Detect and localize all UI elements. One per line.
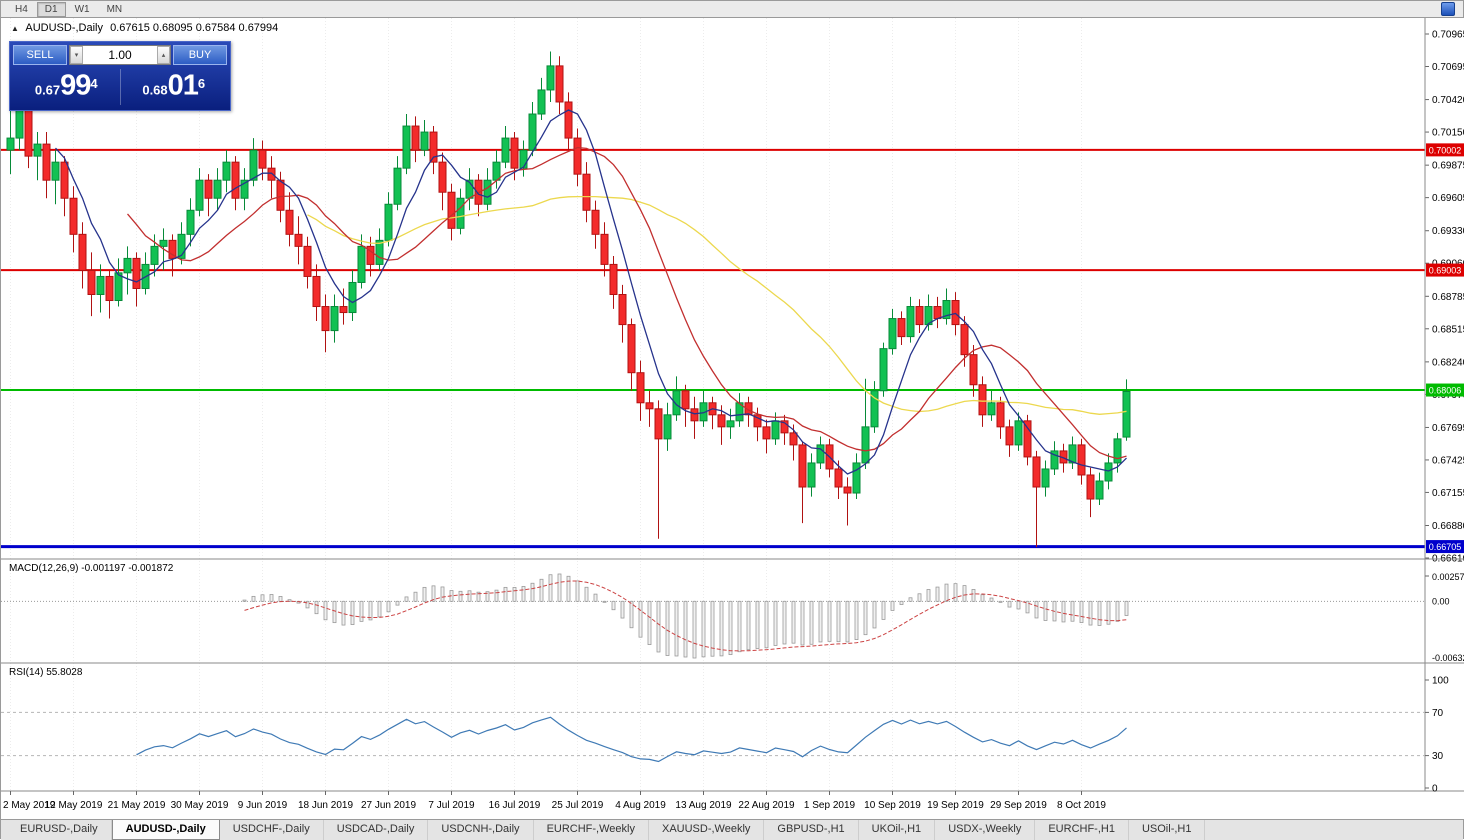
svg-text:0.70695: 0.70695 [1432,62,1464,73]
tab-xauusd-weekly[interactable]: XAUUSD-,Weekly [649,820,765,840]
svg-text:16 Jul 2019: 16 Jul 2019 [489,800,541,811]
bid-price[interactable]: 0.67994 [13,67,120,107]
one-click-trading-panel: SELL ▾ 1.00 ▴ BUY 0.67994 0.68016 [9,41,231,112]
svg-text:0.67695: 0.67695 [1432,423,1464,434]
buy-button[interactable]: BUY [173,45,227,65]
svg-text:0.00: 0.00 [1432,596,1450,606]
svg-text:0.69875: 0.69875 [1432,161,1464,172]
price-divider [119,69,121,106]
svg-text:29 Sep 2019: 29 Sep 2019 [990,800,1047,811]
volume-increase-button[interactable]: ▴ [157,46,170,64]
svg-text:0.002574: 0.002574 [1432,572,1464,582]
tab-usoil-h1[interactable]: USOil-,H1 [1129,820,1206,840]
ask-price[interactable]: 0.68016 [121,67,228,107]
tab-usdcad-daily[interactable]: USDCAD-,Daily [324,820,429,840]
svg-text:9 Jun 2019: 9 Jun 2019 [238,800,288,811]
timeframe-buttons: H4 D1 W1 MN [3,1,131,17]
svg-text:27 Jun 2019: 27 Jun 2019 [361,800,416,811]
collapse-trade-panel-icon[interactable]: ▲ [11,24,19,33]
volume-spinner: ▾ 1.00 ▴ [69,45,171,65]
ask-price-prefix: 0.68 [142,82,168,98]
svg-text:13 Aug 2019: 13 Aug 2019 [675,800,732,811]
svg-text:0.68515: 0.68515 [1432,324,1464,335]
bid-price-big-digits: 99 [60,69,91,102]
svg-text:19 Sep 2019: 19 Sep 2019 [927,800,984,811]
svg-text:100: 100 [1432,676,1449,687]
svg-text:0.67425: 0.67425 [1432,455,1464,466]
svg-text:0.70002: 0.70002 [1429,145,1462,155]
svg-text:7 Jul 2019: 7 Jul 2019 [428,800,475,811]
tab-eurusd-daily[interactable]: EURUSD-,Daily [7,820,112,840]
svg-text:8 Oct 2019: 8 Oct 2019 [1057,800,1106,811]
bid-price-pip: 4 [90,76,98,91]
svg-text:30: 30 [1432,751,1444,762]
ask-price-big-digits: 01 [167,69,199,102]
svg-text:0.69605: 0.69605 [1432,193,1464,204]
svg-text:0.66705: 0.66705 [1429,542,1462,552]
svg-text:0.68785: 0.68785 [1432,292,1464,303]
svg-text:0.68006: 0.68006 [1429,386,1462,396]
svg-text:18 Jun 2019: 18 Jun 2019 [298,800,353,811]
tab-eurchf-h1[interactable]: EURCHF-,H1 [1035,820,1129,840]
tab-audusd-daily[interactable]: AUDUSD-,Daily [111,820,220,840]
svg-text:10 Sep 2019: 10 Sep 2019 [864,800,921,811]
svg-text:21 May 2019: 21 May 2019 [108,800,166,811]
svg-text:25 Jul 2019: 25 Jul 2019 [552,800,604,811]
tab-usdcnh-daily[interactable]: USDCNH-,Daily [428,820,534,840]
timeframe-d1-button[interactable]: D1 [36,1,66,17]
svg-text:0.69003: 0.69003 [1429,266,1462,276]
svg-text:4 Aug 2019: 4 Aug 2019 [615,800,666,811]
svg-text:12 May 2019: 12 May 2019 [45,800,103,811]
svg-text:0: 0 [1432,784,1438,795]
sell-button[interactable]: SELL [13,45,67,65]
volume-decrease-button[interactable]: ▾ [70,46,83,64]
tab-ukoil-h1[interactable]: UKOil-,H1 [859,820,936,840]
timeframe-w1-button[interactable]: W1 [66,1,98,17]
svg-text:30 May 2019: 30 May 2019 [171,800,229,811]
timeframe-h4-button[interactable]: H4 [7,1,36,17]
trade-prices-row: 0.67994 0.68016 [13,67,227,107]
volume-input[interactable]: 1.00 [108,48,132,62]
svg-text:0.70965: 0.70965 [1432,30,1464,41]
timeframe-mn-button[interactable]: MN [98,1,131,17]
svg-text:0.67155: 0.67155 [1432,488,1464,499]
svg-text:70: 70 [1432,708,1444,719]
chart-window-icon[interactable] [1441,2,1455,16]
trade-controls-row: SELL ▾ 1.00 ▴ BUY [13,45,227,65]
timeframe-toolbar: H4 D1 W1 MN [1,1,1463,18]
tab-usdchf-daily[interactable]: USDCHF-,Daily [220,820,324,840]
svg-text:-0.006326: -0.006326 [1432,653,1464,663]
svg-text:1 Sep 2019: 1 Sep 2019 [804,800,856,811]
tab-eurchf-weekly[interactable]: EURCHF-,Weekly [534,820,649,840]
tab-gbpusd-h1[interactable]: GBPUSD-,H1 [764,820,859,840]
svg-text:2 May 2019: 2 May 2019 [3,800,56,811]
ask-price-pip: 6 [197,76,206,91]
svg-text:22 Aug 2019: 22 Aug 2019 [738,800,795,811]
tab-usdx-weekly[interactable]: USDX-,Weekly [935,820,1036,840]
chart-tabs: EURUSD-,Daily AUDUSD-,Daily USDCHF-,Daily U… [1,819,1463,840]
bid-price-prefix: 0.67 [34,82,61,98]
